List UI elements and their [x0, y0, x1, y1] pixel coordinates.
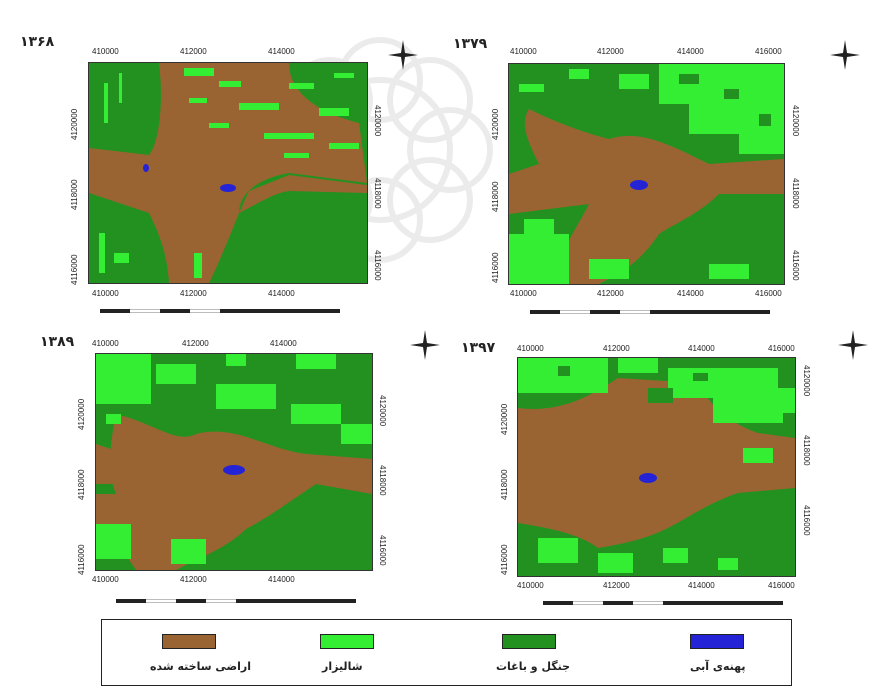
y-tick-label: 4118000: [500, 469, 509, 500]
x-tick-label: 416000: [768, 344, 795, 353]
x-tick-label: 414000: [268, 289, 295, 298]
x-tick-label: 410000: [517, 344, 544, 353]
y-tick-label: 4120000: [802, 365, 811, 397]
y-tick-label: 4118000: [378, 465, 387, 496]
panel-title: ۱۳۸۹: [40, 334, 75, 350]
y-tick-label: 4118000: [70, 179, 79, 210]
land-cover-map: [517, 357, 796, 577]
x-tick-label: 414000: [268, 47, 295, 56]
x-tick-label: 410000: [92, 47, 119, 56]
x-tick-label: 410000: [92, 339, 119, 348]
legend-item-water: پهنه‌ی آبی: [660, 620, 820, 685]
legend-swatch: [162, 634, 216, 649]
x-tick-label: 416000: [755, 289, 782, 298]
y-tick-label: 4120000: [491, 108, 500, 140]
y-tick-label: 4120000: [500, 403, 509, 435]
x-tick-label: 412000: [597, 289, 624, 298]
y-tick-label: 4118000: [491, 181, 500, 212]
x-tick-label: 410000: [92, 289, 119, 298]
legend-item-paddy: شالیزار: [300, 620, 460, 685]
water-body: [630, 180, 648, 190]
y-tick-label: 4116000: [491, 252, 500, 283]
north-arrow-icon: [838, 330, 868, 360]
y-tick-label: 4120000: [791, 105, 800, 137]
x-tick-label: 414000: [688, 344, 715, 353]
water-body: [143, 164, 149, 172]
y-tick-label: 4116000: [500, 544, 509, 575]
legend-swatch: [320, 634, 374, 649]
y-tick-label: 4116000: [77, 544, 86, 575]
x-tick-label: 412000: [180, 575, 207, 584]
y-tick-label: 4120000: [70, 108, 79, 140]
scale-bar: [543, 601, 783, 605]
x-tick-label: 412000: [182, 339, 209, 348]
y-tick-label: 4118000: [791, 178, 800, 209]
y-tick-label: 4118000: [77, 469, 86, 500]
panel-title: ۱۳۶۸: [20, 34, 55, 50]
y-tick-label: 4118000: [802, 435, 811, 466]
x-tick-label: 414000: [688, 581, 715, 590]
x-tick-label: 412000: [180, 289, 207, 298]
legend-label: شالیزار: [322, 660, 363, 673]
water-body: [639, 473, 657, 483]
water-body: [223, 465, 245, 475]
land-cover-map: [508, 63, 785, 285]
scale-bar: [530, 310, 770, 314]
land-cover-map: [88, 62, 368, 284]
x-tick-label: 414000: [270, 339, 297, 348]
panel-title: ۱۳۷۹: [453, 36, 488, 52]
y-tick-label: 4120000: [378, 395, 387, 427]
north-arrow-icon: [388, 40, 418, 70]
y-tick-label: 4116000: [70, 254, 79, 285]
x-tick-label: 412000: [597, 47, 624, 56]
x-tick-label: 412000: [603, 344, 630, 353]
x-tick-label: 414000: [677, 47, 704, 56]
legend-item-forest: جنگل و باغات: [480, 620, 640, 685]
y-tick-label: 4120000: [373, 105, 382, 137]
x-tick-label: 410000: [92, 575, 119, 584]
map-legend: اراضی ساخته شده شالیزار جنگل و باغات پهن…: [101, 619, 792, 686]
scale-bar: [116, 599, 356, 603]
y-tick-label: 4118000: [373, 178, 382, 209]
x-tick-label: 414000: [268, 575, 295, 584]
x-tick-label: 412000: [180, 47, 207, 56]
x-tick-label: 414000: [677, 289, 704, 298]
x-tick-label: 416000: [755, 47, 782, 56]
y-tick-label: 4116000: [373, 250, 382, 281]
north-arrow-icon: [830, 40, 860, 70]
x-tick-label: 410000: [510, 289, 537, 298]
x-tick-label: 410000: [510, 47, 537, 56]
x-tick-label: 412000: [603, 581, 630, 590]
land-cover-map: [95, 353, 373, 571]
legend-label: پهنه‌ی آبی: [690, 660, 746, 673]
legend-label: جنگل و باغات: [496, 660, 571, 673]
legend-swatch: [502, 634, 556, 649]
water-body: [220, 184, 236, 192]
y-tick-label: 4116000: [791, 250, 800, 281]
legend-label: اراضی ساخته شده: [150, 660, 251, 673]
y-tick-label: 4116000: [802, 505, 811, 536]
legend-swatch: [690, 634, 744, 649]
north-arrow-icon: [410, 330, 440, 360]
scale-bar: [100, 309, 340, 313]
y-tick-label: 4120000: [77, 398, 86, 430]
x-tick-label: 410000: [517, 581, 544, 590]
legend-item-built-up: اراضی ساخته شده: [120, 620, 280, 685]
x-tick-label: 416000: [768, 581, 795, 590]
y-tick-label: 4116000: [378, 535, 387, 566]
panel-title: ۱۳۹۷: [461, 340, 496, 356]
